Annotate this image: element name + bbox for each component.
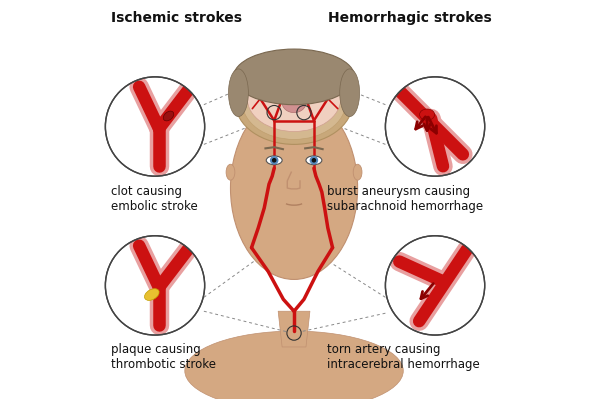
Ellipse shape <box>322 69 330 76</box>
Text: plaque causing
thrombotic stroke: plaque causing thrombotic stroke <box>112 343 217 371</box>
Text: Hemorrhagic strokes: Hemorrhagic strokes <box>328 11 491 25</box>
Ellipse shape <box>145 289 159 300</box>
Ellipse shape <box>163 111 174 121</box>
Circle shape <box>106 77 205 176</box>
Ellipse shape <box>185 331 403 400</box>
Circle shape <box>106 236 205 335</box>
FancyArrowPatch shape <box>428 117 436 133</box>
Circle shape <box>313 159 316 162</box>
Ellipse shape <box>260 91 272 99</box>
Circle shape <box>385 77 485 176</box>
FancyArrowPatch shape <box>421 284 433 299</box>
Text: burst aneurysm causing
subarachnoid hemorrhage: burst aneurysm causing subarachnoid hemo… <box>327 185 483 213</box>
Ellipse shape <box>242 66 346 140</box>
Ellipse shape <box>230 97 358 280</box>
Ellipse shape <box>306 156 322 165</box>
Ellipse shape <box>235 61 353 144</box>
Ellipse shape <box>340 69 359 116</box>
Text: torn artery causing
intracerebral hemorrhage: torn artery causing intracerebral hemorr… <box>327 343 480 371</box>
Ellipse shape <box>226 164 235 180</box>
Circle shape <box>310 157 317 164</box>
Ellipse shape <box>282 93 306 113</box>
Ellipse shape <box>233 49 355 105</box>
Ellipse shape <box>247 66 341 132</box>
Polygon shape <box>278 311 310 347</box>
Text: clot causing
embolic stroke: clot causing embolic stroke <box>112 185 198 213</box>
FancyArrowPatch shape <box>416 117 425 129</box>
Circle shape <box>272 159 276 162</box>
Ellipse shape <box>353 164 362 180</box>
Circle shape <box>271 157 278 164</box>
Text: Ischemic strokes: Ischemic strokes <box>112 11 242 25</box>
Ellipse shape <box>266 156 282 165</box>
FancyArrowPatch shape <box>424 117 430 130</box>
Circle shape <box>385 236 485 335</box>
Ellipse shape <box>419 109 434 120</box>
Ellipse shape <box>229 69 248 116</box>
Polygon shape <box>248 57 340 93</box>
